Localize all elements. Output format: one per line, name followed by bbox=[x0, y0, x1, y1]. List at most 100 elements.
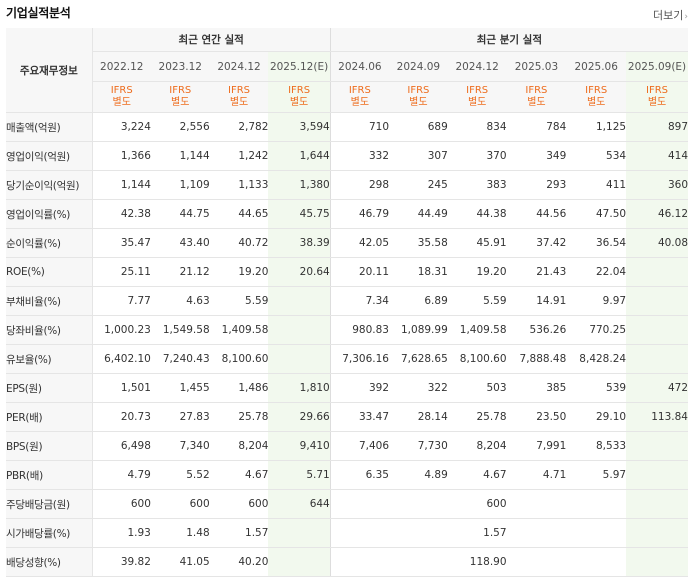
table-cell: 1,144 bbox=[150, 141, 210, 171]
table-cell: 245 bbox=[389, 170, 448, 200]
table-cell: 503 bbox=[447, 373, 507, 403]
table-cell: 7,730 bbox=[389, 431, 448, 461]
row-label: 주당배당금(원) bbox=[6, 489, 93, 519]
row-label: PER(배) bbox=[6, 402, 93, 432]
table-cell: 44.56 bbox=[506, 199, 567, 229]
ifrs-label: IFRS 별도 bbox=[389, 81, 448, 113]
table-cell: 25.11 bbox=[92, 257, 151, 287]
table-cell bbox=[268, 518, 331, 548]
table-cell: 1,549.58 bbox=[150, 315, 210, 345]
table-cell: 1,000.23 bbox=[92, 315, 151, 345]
table-cell: 689 bbox=[389, 112, 448, 142]
table-cell: 7.34 bbox=[329, 286, 389, 316]
table-cell: 600 bbox=[209, 489, 269, 519]
table-cell: 43.40 bbox=[150, 228, 210, 258]
table-cell: 1.57 bbox=[447, 518, 507, 548]
table-cell: 36.54 bbox=[566, 228, 627, 258]
table-cell: 47.50 bbox=[566, 199, 627, 229]
table-cell: 298 bbox=[329, 170, 389, 200]
table-cell: 8,204 bbox=[447, 431, 507, 461]
table-row: 배당성향(%) 39.82 41.05 40.20 118.90 bbox=[6, 547, 688, 577]
more-link[interactable]: 더보기› bbox=[653, 7, 688, 23]
table-cell: 14.91 bbox=[506, 286, 567, 316]
table-cell bbox=[626, 315, 688, 345]
period-header: 2024.06 bbox=[329, 51, 389, 82]
ifrs-label: IFRS 별도 bbox=[506, 81, 567, 113]
table-cell: 1,242 bbox=[209, 141, 269, 171]
table-cell bbox=[389, 518, 448, 548]
table-cell: 42.05 bbox=[329, 228, 389, 258]
ifrs-label: IFRS 별도 bbox=[268, 81, 331, 113]
table-cell: 18.31 bbox=[389, 257, 448, 287]
table-row: 시가배당률(%) 1.93 1.48 1.57 1.57 bbox=[6, 518, 688, 548]
table-cell: 349 bbox=[506, 141, 567, 171]
table-cell: 45.75 bbox=[268, 199, 331, 229]
table-cell: 7,306.16 bbox=[329, 344, 389, 374]
table-cell: 1,089.99 bbox=[389, 315, 448, 345]
table-cell: 7,888.48 bbox=[506, 344, 567, 374]
row-label: 부채비율(%) bbox=[6, 286, 93, 316]
table-cell: 4.67 bbox=[447, 460, 507, 490]
table-cell: 45.91 bbox=[447, 228, 507, 258]
table-body: 매출액(억원) 3,224 2,556 2,782 3,594 710 689 834 784 1… bbox=[6, 112, 688, 577]
table-row: 매출액(억원) 3,224 2,556 2,782 3,594 710 689 834 784 1… bbox=[6, 112, 688, 142]
table-row: 당좌비율(%) 1,000.23 1,549.58 1,409.58 980.83 1,0… bbox=[6, 315, 688, 345]
table-row: PBR(배) 4.79 5.52 4.67 5.71 6.35 4.89 4.67 4.71 5.… bbox=[6, 460, 688, 490]
table-cell bbox=[329, 547, 389, 577]
table-cell: 4.71 bbox=[506, 460, 567, 490]
table-cell: 411 bbox=[566, 170, 627, 200]
row-label: 매출액(억원) bbox=[6, 112, 93, 142]
table-cell bbox=[329, 489, 389, 519]
ifrs-label: IFRS 별도 bbox=[209, 81, 269, 113]
period-header: 2025.06 bbox=[566, 51, 627, 82]
table-cell: 19.20 bbox=[447, 257, 507, 287]
table-cell bbox=[389, 489, 448, 519]
table-row: 영업이익률(%) 42.38 44.75 44.65 45.75 46.79 44.49 44… bbox=[6, 199, 688, 229]
table-cell: 1,486 bbox=[209, 373, 269, 403]
row-label: 영업이익(억원) bbox=[6, 141, 93, 171]
table-row: 영업이익(억원) 1,366 1,144 1,242 1,644 332 307 370 349… bbox=[6, 141, 688, 171]
row-label: 당좌비율(%) bbox=[6, 315, 93, 345]
table-cell: 4.79 bbox=[92, 460, 151, 490]
table-cell: 5.52 bbox=[150, 460, 210, 490]
table-cell: 8,204 bbox=[209, 431, 269, 461]
period-header: 2025.12(E) bbox=[268, 51, 331, 82]
table-cell: 25.78 bbox=[209, 402, 269, 432]
table-cell bbox=[626, 518, 688, 548]
period-header: 2024.09 bbox=[389, 51, 448, 82]
table-cell bbox=[566, 547, 627, 577]
ifrs-label: IFRS 별도 bbox=[447, 81, 507, 113]
table-cell bbox=[268, 315, 331, 345]
table-cell: 4.67 bbox=[209, 460, 269, 490]
table-cell: 1.93 bbox=[92, 518, 151, 548]
table-cell: 293 bbox=[506, 170, 567, 200]
table-cell: 1,501 bbox=[92, 373, 151, 403]
table-cell: 600 bbox=[150, 489, 210, 519]
table-cell: 39.82 bbox=[92, 547, 151, 577]
table-cell: 7.77 bbox=[92, 286, 151, 316]
section-header: 기업실적분석 더보기› bbox=[0, 0, 694, 27]
table-cell: 27.83 bbox=[150, 402, 210, 432]
table-cell: 41.05 bbox=[150, 547, 210, 577]
row-label: BPS(원) bbox=[6, 431, 93, 461]
row-header: 주요재무정보 bbox=[6, 28, 93, 113]
period-row: 2022.12 2023.12 2024.12 2025.12(E) 2024.06 20… bbox=[6, 51, 688, 82]
table-cell: 8,428.24 bbox=[566, 344, 627, 374]
table-cell: 6,402.10 bbox=[92, 344, 151, 374]
table-cell: 5.59 bbox=[447, 286, 507, 316]
table-cell: 1,409.58 bbox=[447, 315, 507, 345]
table-cell: 1,144 bbox=[92, 170, 151, 200]
table-cell bbox=[268, 286, 331, 316]
table-cell: 9.97 bbox=[566, 286, 627, 316]
table-cell: 1,644 bbox=[268, 141, 331, 171]
table-cell: 20.64 bbox=[268, 257, 331, 287]
table-cell: 539 bbox=[566, 373, 627, 403]
table-row: 주당배당금(원) 600 600 600 644 600 bbox=[6, 489, 688, 519]
row-label: 순이익률(%) bbox=[6, 228, 93, 258]
table-cell: 5.97 bbox=[566, 460, 627, 490]
table-cell: 29.10 bbox=[566, 402, 627, 432]
table-cell: 20.11 bbox=[329, 257, 389, 287]
table-cell bbox=[268, 547, 331, 577]
table-cell: 33.47 bbox=[329, 402, 389, 432]
table-cell bbox=[626, 489, 688, 519]
